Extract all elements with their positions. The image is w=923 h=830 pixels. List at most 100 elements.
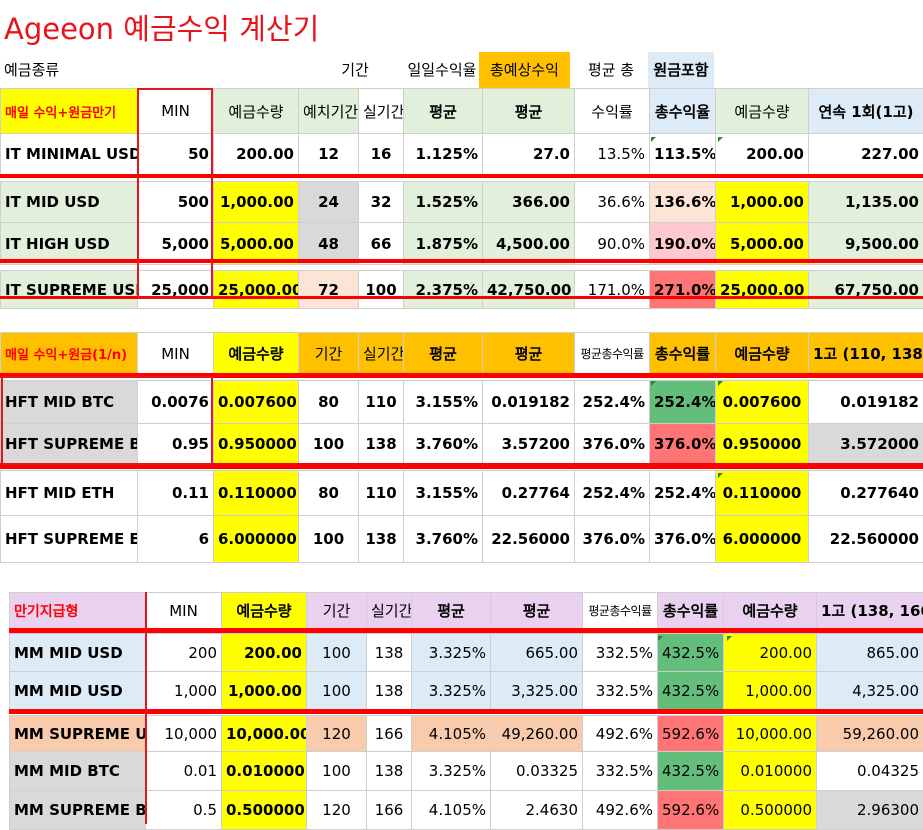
cell-qty-2: 10,000.00 xyxy=(724,716,817,752)
cell-qty: 1,000.00 xyxy=(214,182,299,223)
col-avg-total-return: 평균총수익률 xyxy=(583,593,658,629)
cell-qty: 25,000.00 xyxy=(214,271,299,309)
min-column-highlight xyxy=(137,88,213,299)
cell-avg-profit: 49,260.00 xyxy=(491,716,583,752)
col-total-return: 총수익률 xyxy=(658,593,724,629)
cell-total-return: 271.0% xyxy=(650,271,716,309)
row-name: IT MINIMAL USD xyxy=(1,134,138,175)
col-avg-profit: 평균 xyxy=(483,89,575,134)
col-continuous: 연속 1회(1고) xyxy=(809,89,923,134)
cell-avg-rate: 1.125% xyxy=(404,134,483,175)
cell-qty: 6.000000 xyxy=(214,516,299,563)
col-avg-total-return: 평균총수익률 xyxy=(575,333,650,375)
col-one-go: 1고 (110, 138) xyxy=(809,333,923,375)
cell-one-go: 59,260.00 xyxy=(817,716,923,752)
comment-marker xyxy=(718,381,723,386)
cell-real-period: 166 xyxy=(367,716,412,752)
col-qty-2: 예금수량 xyxy=(716,333,809,375)
cell-avg-rate: 2.375% xyxy=(404,271,483,309)
cell-period: 80 xyxy=(299,381,359,424)
cell-qty-2: 0.110000 xyxy=(716,471,809,516)
row-name: MM MID USD xyxy=(10,672,146,711)
cell-qty-2: 0.950000 xyxy=(716,424,809,464)
cell-real-period: 138 xyxy=(359,516,404,563)
btc-rows-highlight xyxy=(1,376,213,465)
col-avg-rate: 평균 xyxy=(404,333,483,375)
col-real-period: 실기간 xyxy=(367,593,412,629)
cell-period: 24 xyxy=(299,182,359,223)
header-avg-total: 평균 총 xyxy=(575,52,647,88)
cell-avg-rate: 3.155% xyxy=(404,471,483,516)
cell-one-go: 22.560000 xyxy=(809,516,923,563)
comment-marker xyxy=(718,137,723,142)
cell-avg-profit: 42,750.00 xyxy=(483,271,575,309)
cell-qty: 0.007600 xyxy=(214,381,299,424)
col-min: MIN xyxy=(146,593,222,629)
cell-min: 0.01 xyxy=(146,752,222,791)
section3-label: 만기지급형 xyxy=(10,593,146,629)
row-name: IT SUPREME USD xyxy=(1,271,138,309)
col-qty: 예금수량 xyxy=(214,89,299,134)
cell-avg-total-return: 332.5% xyxy=(583,672,658,711)
row-name: MM SUPREME USD xyxy=(10,716,146,752)
cell-return: 13.5% xyxy=(575,134,650,175)
cell-avg-rate: 3.325% xyxy=(412,634,491,672)
col-real-period: 실기간 xyxy=(359,333,404,375)
col-total-return: 총수익율 xyxy=(650,89,716,134)
cell-qty-2: 0.010000 xyxy=(724,752,817,791)
cell-avg-profit: 0.019182 xyxy=(483,381,575,424)
cell-min: 0.11 xyxy=(138,471,214,516)
cell-period: 120 xyxy=(307,716,367,752)
row-name: MM MID BTC xyxy=(10,752,146,791)
cell-avg-profit: 366.00 xyxy=(483,182,575,223)
cell-real-period: 100 xyxy=(359,271,404,309)
cell-avg-profit: 3,325.00 xyxy=(491,672,583,711)
row-name: MM MID USD xyxy=(10,634,146,672)
cell-period: 72 xyxy=(299,271,359,309)
cell-avg-profit: 3.57200 xyxy=(483,424,575,464)
cell-avg-rate: 3.155% xyxy=(404,381,483,424)
header-period: 기간 xyxy=(330,52,380,88)
cell-period: 100 xyxy=(307,634,367,672)
comment-marker xyxy=(651,137,656,142)
cell-real-period: 138 xyxy=(359,424,404,464)
cell-period: 100 xyxy=(307,752,367,791)
header-daily-profit: 일일수익율 xyxy=(404,52,480,88)
row-name: HFT SUPREME ETH xyxy=(1,516,138,563)
cell-real-period: 16 xyxy=(359,134,404,175)
col-avg-profit: 평균 xyxy=(483,333,575,375)
col-qty: 예금수량 xyxy=(214,333,299,375)
cell-total-return: 136.6% xyxy=(650,182,716,223)
cell-avg-rate: 3.325% xyxy=(412,752,491,791)
comment-marker xyxy=(651,381,656,386)
cell-period: 100 xyxy=(299,424,359,464)
cell-continuous: 1,135.00 xyxy=(809,182,923,223)
name-column-divider xyxy=(145,592,147,824)
cell-qty: 0.110000 xyxy=(214,471,299,516)
cell-avg-total-return: 332.5% xyxy=(583,634,658,672)
col-qty: 예금수량 xyxy=(222,593,307,629)
cell-period: 100 xyxy=(307,672,367,711)
table-row: HFT SUPREME ETH 6 6.000000 100 138 3.760… xyxy=(1,516,923,563)
cell-qty-2: 0.007600 xyxy=(716,381,809,424)
col-one-go: 1고 (138, 166) xyxy=(817,593,923,629)
cell-real-period: 138 xyxy=(367,634,412,672)
cell-avg-total-return: 376.0% xyxy=(575,516,650,563)
cell-one-go: 0.04325 xyxy=(817,752,923,791)
cell-total-return: 432.5% xyxy=(658,752,724,791)
cell-avg-rate: 1.525% xyxy=(404,182,483,223)
cell-qty-2: 200.00 xyxy=(716,134,809,175)
cell-continuous: 67,750.00 xyxy=(809,271,923,309)
cell-avg-profit: 0.27764 xyxy=(483,471,575,516)
cell-period: 80 xyxy=(299,471,359,516)
header-incl-principal: 원금포함 xyxy=(648,52,714,88)
cell-avg-total-return: 492.6% xyxy=(583,716,658,752)
cell-one-go: 0.277640 xyxy=(809,471,923,516)
cell-avg-profit: 27.0 xyxy=(483,134,575,175)
cell-total-return: 432.5% xyxy=(658,672,724,711)
header-expected-profit: 총예상수익 xyxy=(479,52,570,88)
section2-label: 매일 수익+원금(1/n) xyxy=(1,333,138,375)
cell-avg-profit: 0.03325 xyxy=(491,752,583,791)
cell-period: 12 xyxy=(299,134,359,175)
cell-qty-2: 1,000.00 xyxy=(716,182,809,223)
